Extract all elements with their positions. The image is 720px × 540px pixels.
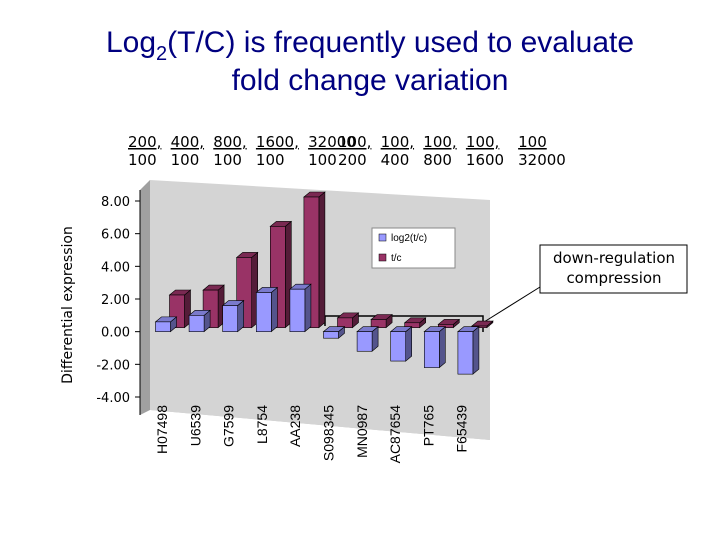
bar-front bbox=[356, 331, 373, 352]
bar-side bbox=[237, 299, 244, 333]
title-line1: Log2(T/C) is frequently used to evaluate bbox=[106, 26, 634, 65]
annotation-box bbox=[539, 244, 688, 294]
title-text: (T/C) is frequently used to evaluate bbox=[167, 26, 634, 59]
annotation-line: compression bbox=[566, 269, 661, 287]
fraction-denominator: 100 bbox=[128, 151, 157, 169]
y-axis-label: Differential expression bbox=[60, 226, 76, 384]
fraction-numerator: 100 bbox=[518, 133, 547, 151]
bar bbox=[471, 320, 494, 329]
fraction-numerator: 1600, bbox=[256, 133, 299, 151]
bar-front bbox=[323, 331, 339, 339]
fraction-denominator: 100 bbox=[308, 151, 337, 169]
bar-side bbox=[472, 326, 480, 375]
bar bbox=[423, 326, 447, 369]
bar-side bbox=[270, 286, 278, 333]
y-tick-label: 4.00 bbox=[101, 260, 130, 275]
fraction-numerator: 200, bbox=[128, 133, 161, 151]
bar-front bbox=[155, 321, 171, 332]
fraction-numerator: 100, bbox=[466, 133, 499, 151]
annotation-line: down-regulation bbox=[553, 249, 675, 267]
legend-swatch bbox=[378, 233, 387, 242]
bar bbox=[437, 318, 461, 329]
fraction-denominator: 100 bbox=[171, 151, 200, 169]
x-tick-label: G7599 bbox=[221, 405, 237, 447]
title-prefix: Log bbox=[106, 26, 156, 59]
bar bbox=[188, 309, 211, 333]
fraction-denominator: 100 bbox=[256, 151, 285, 169]
bar bbox=[289, 283, 312, 333]
x-tick-label: AC87654 bbox=[387, 405, 403, 464]
fractions: 200,100400,100800,1001600,10032000100100… bbox=[128, 133, 566, 169]
bar bbox=[403, 317, 427, 329]
x-tick-label: F65439 bbox=[454, 405, 470, 453]
y-tick-label: 6.00 bbox=[101, 228, 130, 243]
bar-front bbox=[390, 331, 407, 362]
plot: -4.00 -2.00 0.00 2.00 4.00 6.00 8.00 H07498 U653… bbox=[96, 191, 494, 464]
bar-side bbox=[318, 191, 326, 329]
fraction-numerator: 800, bbox=[213, 133, 246, 151]
bar-front bbox=[222, 305, 238, 332]
bar-front bbox=[423, 331, 440, 368]
annotation-arrow bbox=[483, 286, 541, 323]
bar bbox=[389, 326, 413, 362]
y-tick-label: 8.00 bbox=[101, 195, 130, 210]
bar-front bbox=[188, 315, 205, 332]
y-tick-label: -4.00 bbox=[96, 391, 130, 406]
fraction-numerator: 100, bbox=[381, 133, 414, 151]
legend bbox=[371, 227, 456, 269]
annotation: down-regulation compression bbox=[553, 249, 675, 287]
bar bbox=[457, 326, 480, 375]
side-wall bbox=[140, 180, 150, 415]
fraction-numerator: 32000 bbox=[308, 133, 356, 151]
fraction-denominator: 200 bbox=[338, 151, 367, 169]
y-tick-label: 0.00 bbox=[101, 326, 130, 341]
x-tick-label: L8754 bbox=[254, 405, 270, 444]
bar bbox=[322, 326, 346, 339]
bar bbox=[336, 312, 360, 329]
fraction-denominator: 800 bbox=[423, 151, 452, 169]
fraction-numerator: 100, bbox=[338, 133, 371, 151]
bar-side bbox=[438, 326, 446, 369]
x-tick-label: H07498 bbox=[154, 405, 170, 454]
title-subscript: 2 bbox=[156, 43, 167, 65]
bar-front bbox=[437, 324, 454, 328]
fraction-denominator: 400 bbox=[381, 151, 410, 169]
bar-front bbox=[457, 331, 474, 375]
bar-front bbox=[404, 322, 421, 328]
fraction-denominator: 1600 bbox=[466, 151, 504, 169]
bar bbox=[370, 313, 393, 329]
bar-side bbox=[304, 283, 312, 333]
fraction-numerator: 100, bbox=[423, 133, 456, 151]
title-line2: fold change variation bbox=[232, 64, 509, 97]
fraction-denominator: 32000 bbox=[518, 151, 566, 169]
bar-side bbox=[405, 326, 413, 362]
bar bbox=[154, 316, 178, 333]
bar-front bbox=[289, 288, 306, 332]
fraction-numerator: 400, bbox=[171, 133, 204, 151]
bar-front bbox=[370, 319, 387, 328]
bar bbox=[356, 326, 379, 352]
x-tick-label: U6539 bbox=[187, 405, 203, 446]
x-tick-label: MN0987 bbox=[354, 405, 370, 458]
legend-swatch bbox=[378, 253, 387, 262]
bar-front bbox=[337, 317, 353, 328]
bar-front bbox=[255, 292, 272, 332]
x-tick-label: S098345 bbox=[321, 405, 337, 461]
bar bbox=[255, 286, 279, 333]
legend-label: t/c bbox=[391, 253, 402, 264]
fraction-denominator: 100 bbox=[213, 151, 242, 169]
y-tick-label: 2.00 bbox=[101, 293, 130, 308]
y-tick-label: -2.00 bbox=[96, 358, 130, 373]
legend-label: log2(t/c) bbox=[391, 233, 427, 244]
bar bbox=[221, 299, 245, 333]
x-tick-label: AA238 bbox=[287, 405, 303, 447]
x-tick-label: PT765 bbox=[420, 405, 436, 446]
